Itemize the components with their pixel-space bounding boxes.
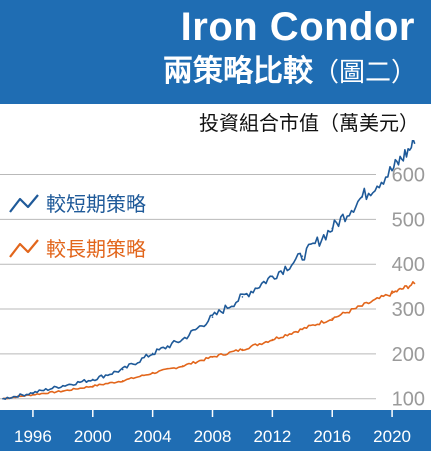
legend-label-1: 較長期策略 — [46, 237, 146, 261]
series-0-point-6 — [181, 338, 184, 341]
y-tick-label-200: 200 — [392, 344, 425, 366]
line-chart: 100 200 300 400 500 600 1996 2000 2004 2008 2012 20… — [0, 137, 431, 451]
y-tick-label-100: 100 — [392, 389, 425, 411]
series-1-point-9 — [271, 338, 274, 341]
series-1-point-8 — [241, 348, 244, 351]
legend-label-0: 較短期策略 — [46, 192, 146, 216]
series-0-point-5 — [151, 352, 154, 355]
series-1-point-3 — [91, 385, 94, 387]
series-0-point-0 — [2, 397, 4, 400]
series-0-point-1 — [32, 392, 34, 394]
series-0-point-7 — [211, 316, 214, 318]
chart-svg: 100 200 300 400 500 600 1996 2000 2004 2008 2012 20… — [0, 137, 431, 451]
title-banner: Iron Condor 兩策略比較（圖二） — [0, 0, 431, 104]
y-tick-label-600: 600 — [392, 165, 425, 187]
series-0-point-9 — [271, 275, 274, 278]
y-tick-label-500: 500 — [392, 209, 425, 231]
x-tick-label-2004: 2004 — [134, 427, 172, 446]
y-tick-label-300: 300 — [392, 299, 425, 321]
series-0-point-3 — [91, 378, 94, 381]
x-axis-band — [0, 410, 431, 451]
x-tick-label-2012: 2012 — [253, 427, 291, 446]
y-tick-label-400: 400 — [392, 254, 425, 276]
series-1-point-4 — [121, 379, 124, 382]
series-1-point-6 — [181, 365, 184, 367]
series-0-point-2 — [62, 384, 64, 387]
x-tick-label-2008: 2008 — [194, 427, 232, 446]
subtitle-note: （圖二） — [312, 58, 417, 88]
x-tick-label-2020: 2020 — [373, 427, 411, 446]
x-tick-label-1996: 1996 — [14, 427, 52, 446]
legend-icon-0 — [9, 194, 39, 213]
series-1-point-5 — [151, 372, 154, 374]
series-line-0 — [2, 137, 416, 401]
series-0-point-10 — [301, 255, 304, 257]
legend-icon-1 — [9, 239, 39, 258]
series-line-1 — [2, 281, 416, 400]
y-axis-label: 投資組合市值（萬美元） — [199, 111, 419, 135]
series-1-point-7 — [211, 356, 214, 358]
x-tick-label-2016: 2016 — [313, 427, 351, 446]
series-0-point-4 — [121, 368, 124, 371]
series-1-point-11 — [331, 317, 334, 320]
series-0-point-14 — [413, 142, 416, 144]
series-1-point-2 — [62, 390, 64, 392]
x-tick-label-2000: 2000 — [74, 427, 112, 446]
subtitle-text: 兩策略比較 — [162, 54, 313, 89]
series-0-point-8 — [241, 296, 244, 298]
series-1-point-14 — [413, 282, 416, 285]
series-1-point-13 — [391, 292, 393, 295]
series-0-point-11 — [331, 227, 334, 230]
series-1-point-12 — [361, 305, 363, 307]
series-0-point-13 — [391, 169, 393, 171]
series-0-point-12 — [361, 196, 363, 198]
chart-subtitle: 兩策略比較（圖二） — [163, 52, 417, 93]
series-1-point-10 — [301, 328, 304, 330]
chart-title: Iron Condor — [180, 5, 415, 49]
